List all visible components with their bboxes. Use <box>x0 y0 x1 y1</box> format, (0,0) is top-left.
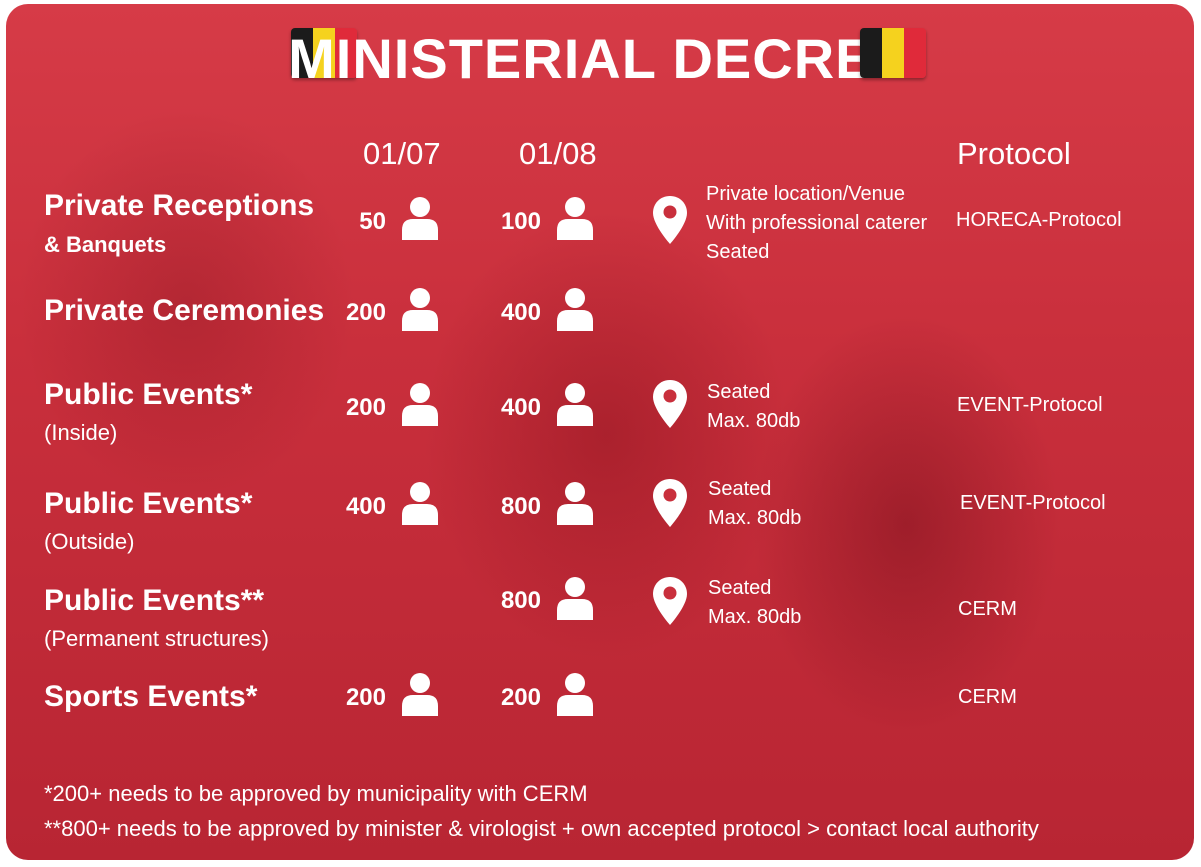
row-subtitle: & Banquets <box>44 232 167 257</box>
row-notes: Private location/Venue With professional… <box>706 180 927 267</box>
row-title-private-ceremonies: Private Ceremonies <box>44 294 325 327</box>
person-icon <box>557 577 593 620</box>
person-icon <box>557 482 593 525</box>
note-line: Seated <box>707 381 771 403</box>
value-date2: 400 <box>500 394 541 421</box>
value-date2: 200 <box>500 684 541 711</box>
row-notes: Seated Max. 80db <box>708 475 801 533</box>
belgian-flag-icon <box>291 28 357 78</box>
person-icon <box>402 288 438 331</box>
column-header-date2: 01/08 <box>519 136 597 171</box>
note-line: Seated <box>708 577 772 599</box>
row-title-public-events-inside: Public Events* <box>44 378 253 411</box>
row-title-sports-events: Sports Events* <box>44 680 258 713</box>
value-date1: 50 <box>359 208 386 235</box>
value-date1: 200 <box>345 299 386 326</box>
person-icon <box>402 197 438 240</box>
location-pin-icon <box>653 479 687 527</box>
value-date2: 800 <box>500 587 541 614</box>
person-icon <box>557 197 593 240</box>
page-title: MINISTERIAL DECREE <box>288 27 912 90</box>
note-line: With professional caterer <box>706 212 928 234</box>
row-title-public-events-permanent: Public Events** <box>44 584 265 617</box>
note-line: Seated <box>706 241 770 263</box>
row-title-public-events-outside: Public Events* <box>44 487 253 520</box>
person-icon <box>557 383 593 426</box>
location-pin-icon <box>653 380 687 428</box>
value-date1: 400 <box>345 493 386 520</box>
note-line: Max. 80db <box>708 507 802 529</box>
note-line: Seated <box>708 478 772 500</box>
row-protocol: EVENT-Protocol <box>960 492 1106 514</box>
column-header-protocol: Protocol <box>957 136 1071 171</box>
row-protocol: EVENT-Protocol <box>957 394 1103 416</box>
value-date1: 200 <box>345 684 386 711</box>
value-date2: 800 <box>500 493 541 520</box>
row-notes: Seated Max. 80db <box>708 574 801 632</box>
person-icon <box>402 482 438 525</box>
value-date2: 400 <box>500 299 541 326</box>
row-notes: Seated Max. 80db <box>707 378 800 436</box>
note-line: Max. 80db <box>708 606 802 628</box>
row-subtitle: (Inside) <box>44 420 118 445</box>
belgian-flag-icon <box>860 28 926 78</box>
person-icon <box>402 673 438 716</box>
row-subtitle: (Permanent structures) <box>44 626 269 651</box>
location-pin-icon <box>653 577 687 625</box>
person-icon <box>402 383 438 426</box>
row-protocol: CERM <box>958 686 1017 708</box>
footnote-1: *200+ needs to be approved by municipali… <box>44 781 588 806</box>
footnote-2: **800+ needs to be approved by minister … <box>44 816 1039 841</box>
location-pin-icon <box>653 196 687 244</box>
row-subtitle: (Outside) <box>44 529 135 554</box>
value-date1: 200 <box>345 394 386 421</box>
value-date2: 100 <box>500 208 541 235</box>
person-icon <box>557 288 593 331</box>
row-protocol: HORECA-Protocol <box>956 209 1122 231</box>
note-line: Max. 80db <box>707 410 801 432</box>
decree-card: MINISTERIAL DECREE 01/07 01/08 Protocol … <box>6 4 1194 860</box>
row-protocol: CERM <box>958 598 1017 620</box>
column-header-date1: 01/07 <box>363 136 441 171</box>
person-icon <box>557 673 593 716</box>
row-title-private-receptions: Private Receptions <box>44 189 315 222</box>
note-line: Private location/Venue <box>706 183 906 205</box>
